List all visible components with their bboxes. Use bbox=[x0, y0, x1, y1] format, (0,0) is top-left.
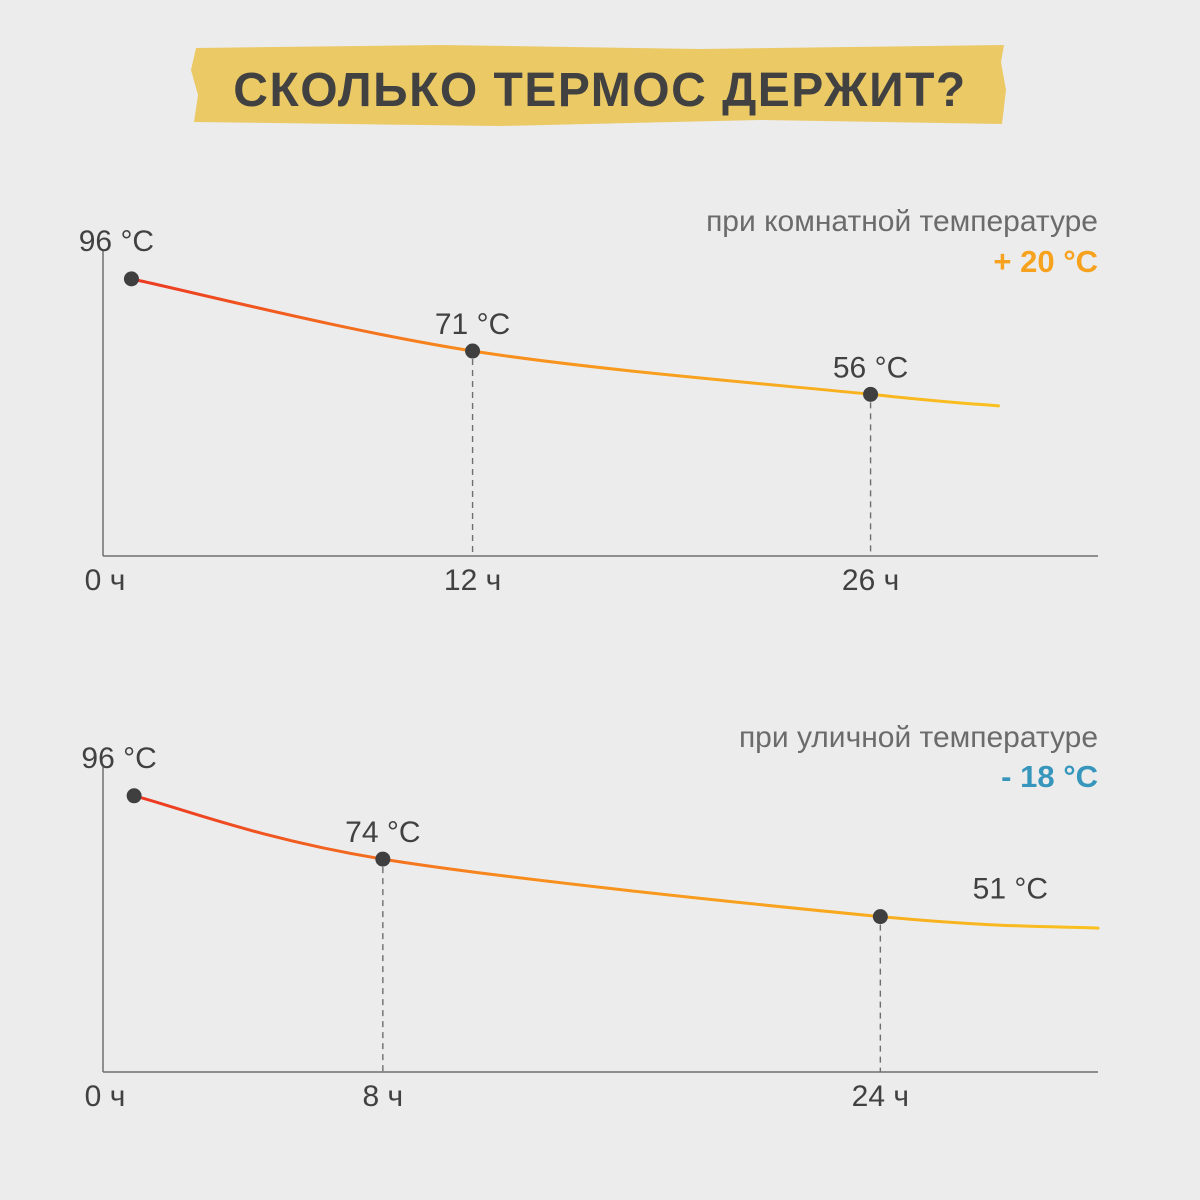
chart-room-temperature: при комнатной температуре + 20 °C 96 °C 71 … bbox=[79, 205, 1098, 597]
x-tick-label: 12 ч bbox=[444, 564, 501, 597]
x-tick-label: 0 ч bbox=[85, 1080, 126, 1113]
data-label: 56 °C bbox=[833, 351, 908, 384]
chart-title: при уличной температуре bbox=[739, 721, 1098, 754]
data-label: 96 °C bbox=[79, 225, 154, 258]
x-tick-label: 8 ч bbox=[363, 1080, 404, 1113]
x-tick-label: 26 ч bbox=[842, 564, 899, 597]
data-point bbox=[123, 271, 139, 287]
temperature-curve bbox=[129, 277, 1000, 408]
data-label: 96 °C bbox=[81, 742, 156, 775]
data-label: 51 °C bbox=[973, 873, 1048, 906]
temperature-curve bbox=[132, 794, 1100, 930]
data-label: 71 °C bbox=[435, 308, 510, 341]
data-point bbox=[465, 343, 481, 359]
x-tick-label: 24 ч bbox=[852, 1080, 909, 1113]
chart-title: при комнатной температуре bbox=[706, 205, 1098, 238]
data-point bbox=[872, 909, 888, 925]
data-point bbox=[126, 788, 142, 804]
data-label: 74 °C bbox=[345, 816, 420, 849]
chart-subtitle-temperature: - 18 °C bbox=[1001, 759, 1098, 794]
chart-subtitle-temperature: + 20 °C bbox=[993, 244, 1098, 279]
chart-outdoor-temperature: при уличной температуре - 18 °C 96 °C 74 °C… bbox=[81, 721, 1100, 1113]
data-point bbox=[863, 386, 879, 402]
data-point bbox=[375, 851, 391, 867]
x-tick-label: 0 ч bbox=[85, 564, 126, 597]
title-banner: СКОЛЬКО ТЕРМОС ДЕРЖИТ? bbox=[191, 45, 1006, 126]
banner-brush-shape bbox=[191, 45, 1006, 126]
page-title: СКОЛЬКО ТЕРМОС ДЕРЖИТ? bbox=[233, 64, 966, 117]
